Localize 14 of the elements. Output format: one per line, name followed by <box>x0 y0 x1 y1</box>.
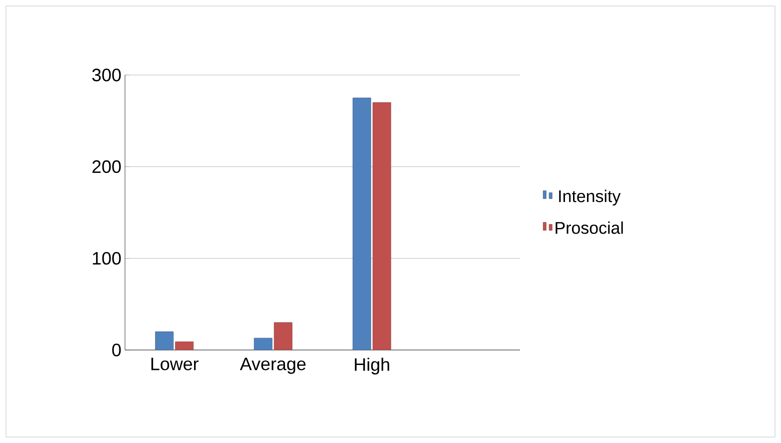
y-tick-label: 0 <box>112 344 121 356</box>
y-tick-label: 300 <box>92 68 121 82</box>
x-tick-label: Lower <box>151 358 198 370</box>
bar <box>254 338 272 350</box>
bar <box>372 102 392 350</box>
bar <box>274 322 292 350</box>
bar <box>155 331 174 350</box>
legend-label: Intensity <box>559 190 621 206</box>
x-tick-label: Average <box>240 358 306 374</box>
x-tick-label: High <box>354 358 390 374</box>
legend-label: Prosocial <box>556 221 623 234</box>
bar <box>352 98 372 350</box>
y-tick-label: 200 <box>92 160 121 174</box>
y-tick-label: 100 <box>92 252 121 265</box>
